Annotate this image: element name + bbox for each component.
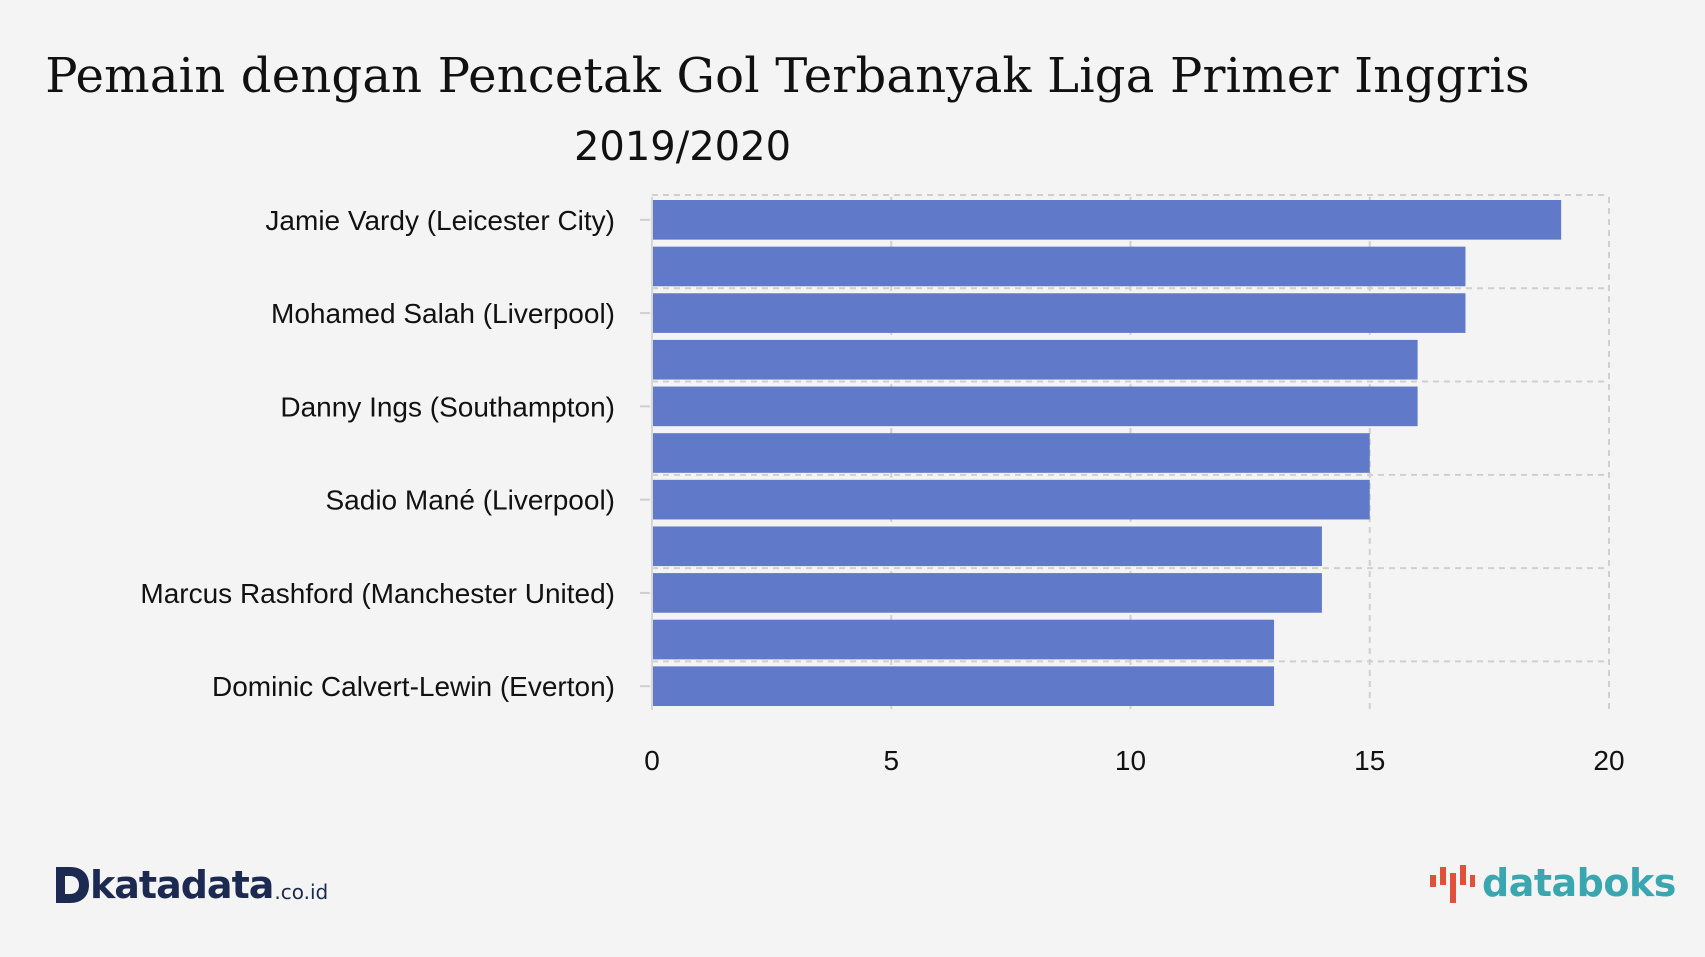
databoks-logo-word: databoks <box>1482 861 1676 905</box>
y-tick-label: Jamie Vardy (Leicester City) <box>265 205 615 236</box>
x-tick-label: 5 <box>883 745 899 776</box>
x-tick-label: 0 <box>644 745 660 776</box>
x-tick-label: 10 <box>1115 745 1146 776</box>
bar <box>652 246 1466 287</box>
chart-subtitle: 2019/2020 <box>573 124 792 170</box>
bar <box>652 526 1322 567</box>
chart-title: Pemain dengan Pencetak Gol Terbanyak Lig… <box>45 48 1530 104</box>
y-tick-label: Marcus Rashford (Manchester United) <box>140 578 615 609</box>
katadata-logo-suffix: .co.id <box>274 880 329 904</box>
databoks-bars-icon <box>1430 865 1475 903</box>
x-tick-label: 15 <box>1354 745 1385 776</box>
bar <box>652 573 1322 613</box>
katadata-logo: katadata .co.id <box>54 860 328 904</box>
x-tick-label: 20 <box>1593 745 1624 776</box>
bar <box>652 479 1370 520</box>
bar <box>652 339 1418 380</box>
bar <box>652 293 1466 333</box>
y-tick-label: Mohamed Salah (Liverpool) <box>271 298 615 329</box>
katadata-d-icon <box>56 867 89 903</box>
y-tick-label: Dominic Calvert-Lewin (Everton) <box>212 671 615 702</box>
y-tick-label: Danny Ings (Southampton) <box>280 391 615 422</box>
bar <box>652 386 1418 427</box>
katadata-logo-word: katadata <box>90 863 274 907</box>
bar <box>652 619 1275 660</box>
bar <box>652 666 1275 706</box>
y-tick-label: Sadio Mané (Liverpool) <box>326 485 616 516</box>
databoks-logo: databoks <box>1428 858 1676 908</box>
bar <box>652 433 1370 473</box>
bar <box>652 200 1562 240</box>
